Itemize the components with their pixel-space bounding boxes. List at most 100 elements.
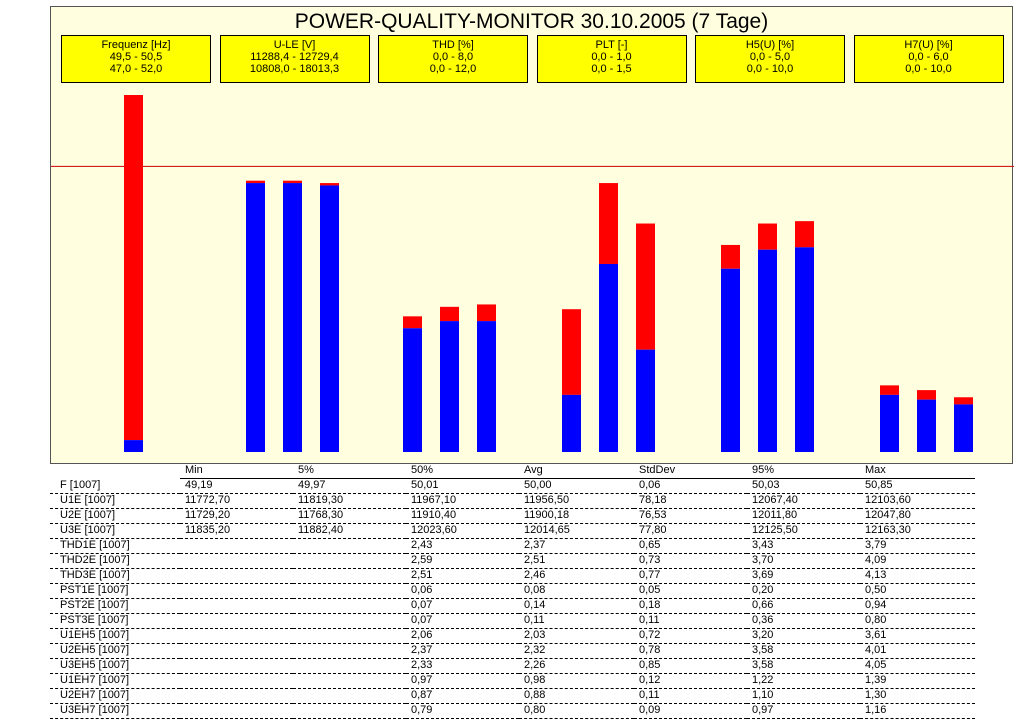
legend-range2: 10808,0 - 18013,3 (249, 63, 340, 75)
row-label: PST1E [1007] (50, 583, 180, 599)
table-cell (293, 538, 406, 554)
bar-red-segment (562, 309, 581, 395)
bar-red-segment (636, 223, 655, 350)
table-cell: 0,80 (519, 703, 634, 719)
bar-blue-segment (795, 247, 814, 452)
bar-blue-segment (246, 183, 265, 452)
table-cell: 2,51 (519, 553, 634, 569)
bar-red-segment (320, 183, 339, 186)
table-cell: 0,09 (634, 703, 747, 719)
row-label: U3EH7 [1007] (50, 703, 180, 719)
legend-name: U-LE [V] (273, 39, 316, 51)
table-cell: 0,87 (406, 688, 519, 704)
table-cell: 11772,70 (180, 493, 293, 509)
table-row: U1EH7 [1007] 0,97 0,98 0,12 1,22 1,39 (50, 673, 975, 689)
legend-name: PLT [-] (595, 39, 628, 51)
table-cell: 0,05 (634, 583, 747, 599)
table-cell: 1,39 (860, 673, 975, 689)
table-cell: 76,53 (634, 508, 747, 524)
table-cell: 11768,30 (293, 508, 406, 524)
table-cell: 49,19 (180, 478, 293, 494)
table-cell: 3,58 (747, 658, 860, 674)
table-cell: 0,07 (406, 613, 519, 629)
table-row: U3EH5 [1007] 2,33 2,26 0,85 3,58 4,05 (50, 658, 975, 674)
table-cell (293, 553, 406, 569)
table-cell: 0,12 (634, 673, 747, 689)
table-cell: 11910,40 (406, 508, 519, 524)
table-cell (293, 643, 406, 659)
bar-chart (51, 95, 1014, 452)
legend-box: H7(U) [%] 0,0 - 6,0 0,0 - 10,0 (853, 35, 1004, 83)
table-cell (180, 568, 293, 584)
table-cell: 12047,80 (860, 508, 975, 524)
bar-blue-segment (562, 394, 581, 452)
table-cell: 3,70 (747, 553, 860, 569)
table-cell: 0,94 (860, 598, 975, 614)
table-cell: 0,78 (634, 643, 747, 659)
table-cell (293, 673, 406, 689)
table-cell: 0,79 (406, 703, 519, 719)
legend-range1: 11288,4 - 12729,4 (250, 51, 339, 63)
bar-blue-segment (320, 185, 339, 452)
table-cell (180, 583, 293, 599)
bar-blue-segment (636, 349, 655, 452)
legend-range2: 0,0 - 10,0 (905, 63, 952, 75)
table-cell (180, 703, 293, 719)
table-cell: 0,98 (519, 673, 634, 689)
table-cell (293, 703, 406, 719)
bar-red-segment (440, 306, 459, 322)
table-cell: 50,85 (860, 478, 975, 494)
table-cell: 3,69 (747, 568, 860, 584)
table-cell: 2,43 (406, 538, 519, 554)
bar-red-segment (917, 390, 936, 400)
table-row: PST1E [1007] 0,06 0,08 0,05 0,20 0,50 (50, 583, 975, 599)
table-cell: 1,22 (747, 673, 860, 689)
table-cell (180, 553, 293, 569)
column-header: StdDev (634, 464, 747, 479)
legend-range1: 0,0 - 6,0 (908, 51, 949, 63)
table-cell: 2,32 (519, 643, 634, 659)
legend-range1: 0,0 - 1,0 (591, 51, 632, 63)
table-cell: 4,09 (860, 553, 975, 569)
table-cell: 50,01 (406, 478, 519, 494)
row-label: U1EH7 [1007] (50, 673, 180, 689)
table-cell: 0,06 (406, 583, 519, 599)
table-cell: 0,18 (634, 598, 747, 614)
table-cell (180, 658, 293, 674)
table-cell: 11729,20 (180, 508, 293, 524)
table-row: THD3E [1007] 2,51 2,46 0,77 3,69 4,13 (50, 568, 975, 584)
legend-range1: 0,0 - 8,0 (432, 51, 474, 63)
table-cell: 0,11 (519, 613, 634, 629)
bar-blue-segment (758, 249, 777, 452)
column-header: Min (180, 464, 293, 479)
table-cell: 12163,30 (860, 523, 975, 539)
table-cell: 12011,80 (747, 508, 860, 524)
bar-red-segment (758, 223, 777, 250)
table-cell: 0,66 (747, 598, 860, 614)
table-row: F [1007] 49,19 49,97 50,01 50,00 0,06 50,03 50,… (50, 478, 975, 494)
table-cell: 0,72 (634, 628, 747, 644)
bar-red-segment (795, 221, 814, 248)
row-label: THD2E [1007] (50, 553, 180, 569)
bar-red-segment (599, 183, 618, 264)
column-header: Avg (519, 464, 634, 479)
legend-box: U-LE [V] 11288,4 - 12729,4 10808,0 - 18013… (219, 35, 370, 83)
legend-range1: 0,0 - 5,0 (749, 51, 791, 63)
table-cell: 4,01 (860, 643, 975, 659)
table-cell: 3,20 (747, 628, 860, 644)
table-cell: 0,97 (747, 703, 860, 719)
table-cell: 2,06 (406, 628, 519, 644)
legend-range2: 0,0 - 1,5 (591, 63, 632, 75)
legend-range2: 0,0 - 12,0 (429, 63, 477, 75)
legend-box: Frequenz [Hz] 49,5 - 50,5 47,0 - 52,0 (61, 35, 211, 83)
table-cell: 0,88 (519, 688, 634, 704)
table-header-row: Min 5% 50% Avg StdDev 95% Max (50, 464, 975, 479)
row-label: U2EH5 [1007] (50, 643, 180, 659)
table-cell: 2,51 (406, 568, 519, 584)
table-cell: 12103,60 (860, 493, 975, 509)
table-row: U2E [1007] 11729,20 11768,30 11910,40 11900,… (50, 508, 975, 524)
statistics-table: Min 5% 50% Avg StdDev 95% Max F [1007] 49,19 49,… (50, 464, 975, 719)
legend-range1: 49,5 - 50,5 (109, 51, 163, 63)
legend-box: THD [%] 0,0 - 8,0 0,0 - 12,0 (378, 35, 528, 83)
table-cell: 0,20 (747, 583, 860, 599)
